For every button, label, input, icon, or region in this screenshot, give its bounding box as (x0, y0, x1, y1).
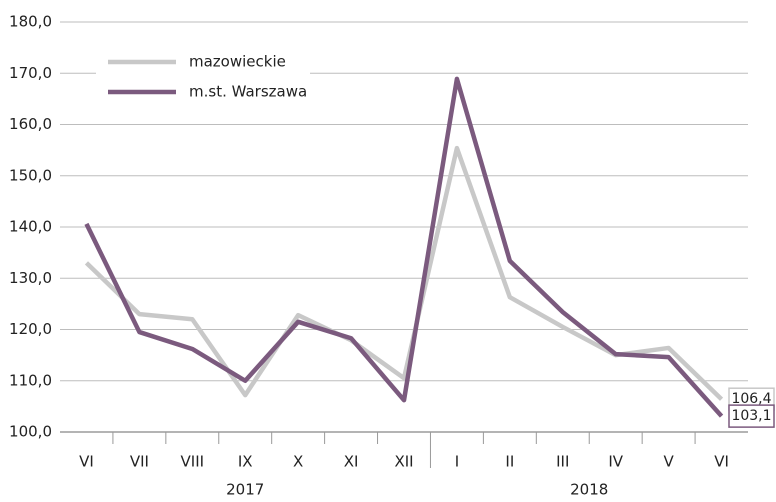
value-label-box (728, 404, 775, 428)
y-tick-label: 130,0 (9, 269, 52, 287)
x-tick-label: X (293, 453, 303, 471)
x-tick-label: VI (714, 453, 729, 471)
y-tick-label: 120,0 (9, 320, 52, 338)
series-line (84, 76, 724, 418)
x-tick-label: VIII (181, 453, 205, 471)
x-tick-label: I (455, 453, 459, 471)
legend-box (96, 45, 310, 109)
x-tick-label: VI (79, 453, 94, 471)
x-tick-label: IV (608, 453, 623, 471)
y-tick-label: 160,0 (9, 115, 52, 133)
y-tick-label: 100,0 (9, 423, 52, 441)
legend-label: m.st. Warszawa (189, 83, 307, 101)
x-tick-label: III (556, 453, 569, 471)
y-tick-label: 180,0 (9, 13, 52, 31)
value-label: 103,1 (731, 408, 771, 424)
y-tick-label: 150,0 (9, 166, 52, 184)
x-tick-label: IX (238, 453, 253, 471)
y-tick-label: 140,0 (9, 218, 52, 236)
group-label: 2018 (570, 481, 608, 499)
x-tick-label: VII (130, 453, 149, 471)
x-tick-label: XI (344, 453, 359, 471)
series-line (84, 145, 724, 401)
x-tick-label: II (505, 453, 514, 471)
value-label: 106,4 (731, 391, 771, 407)
y-tick-label: 110,0 (9, 371, 52, 389)
x-tick-label: XII (394, 453, 413, 471)
legend-label: mazowieckie (189, 53, 286, 71)
group-label: 2017 (226, 481, 264, 499)
x-tick-label: V (663, 453, 674, 471)
y-tick-label: 170,0 (9, 64, 52, 82)
